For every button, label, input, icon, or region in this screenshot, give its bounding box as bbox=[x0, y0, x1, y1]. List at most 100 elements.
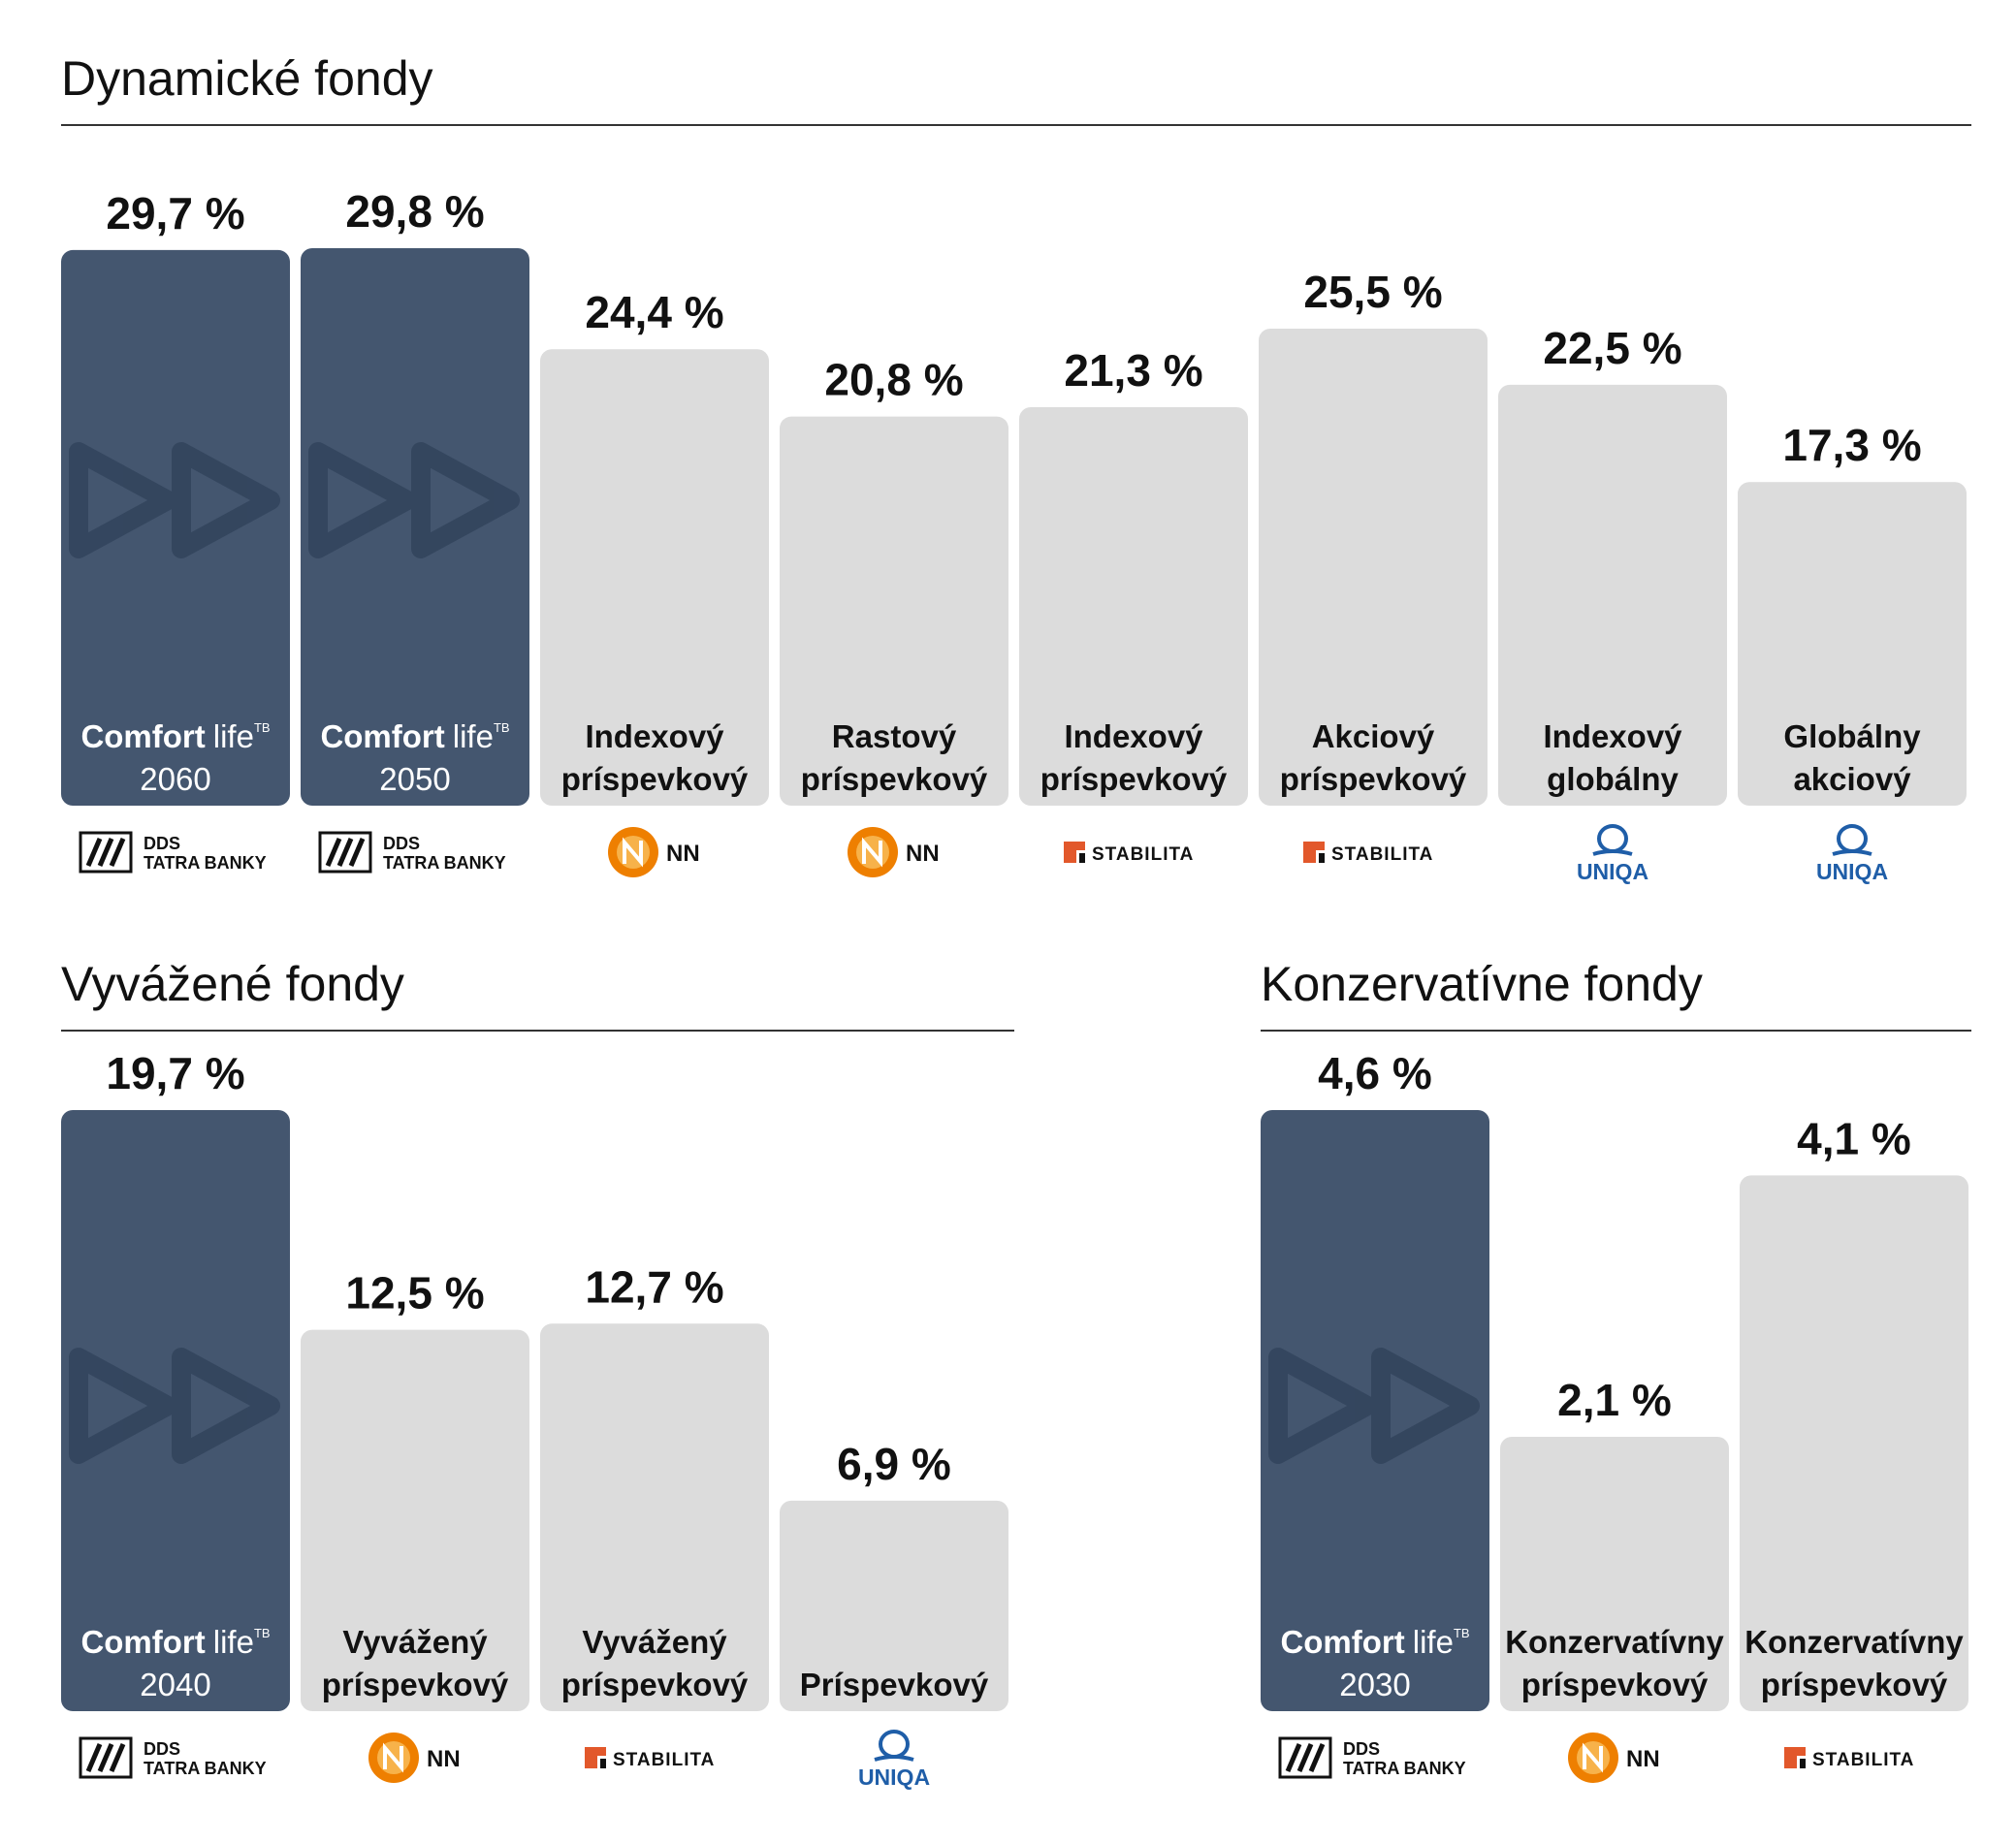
nn-logo: NN bbox=[368, 1733, 461, 1783]
bar-group: 24,4 % Indexový príspevkový NN bbox=[540, 287, 769, 877]
stabilita-icon-block bbox=[600, 1759, 606, 1768]
stripe-mark bbox=[336, 838, 354, 867]
fund-name-main: Comfort bbox=[1280, 1624, 1404, 1660]
nn-n-mark bbox=[862, 837, 882, 868]
section-conservative: Konzervatívne fondy 4,6 % Comfort lifeTB 20… bbox=[1261, 960, 1971, 1813]
logo-text: NN bbox=[1626, 1746, 1660, 1772]
value-label: 25,5 % bbox=[1303, 267, 1442, 317]
stripe-mark bbox=[97, 1743, 114, 1772]
logo-line1: DDS bbox=[144, 834, 180, 853]
bar-group: 4,1 % Konzervatívny príspevkový STABILITA bbox=[1740, 1113, 1968, 1770]
bar-group: 6,9 % Príspevkový UNIQA bbox=[780, 1439, 1008, 1790]
stabilita-logo: STABILITA bbox=[1064, 842, 1193, 865]
fund-name-line1: Comfort lifeTB bbox=[80, 1624, 270, 1660]
bar bbox=[1498, 384, 1727, 806]
section-dynamic: Dynamické fondy 29,7 % Comfort lifeTB 2060 D… bbox=[61, 54, 1971, 907]
bar bbox=[301, 1329, 529, 1711]
arrow-motif-icon bbox=[1268, 1348, 1480, 1464]
logo-text: UNIQA bbox=[858, 1765, 930, 1790]
uniqa-logo: UNIQA bbox=[858, 1730, 930, 1790]
fund-name-line1: Akciový bbox=[1312, 718, 1435, 754]
fund-name-main: Konzervatívny bbox=[1505, 1624, 1724, 1660]
fund-name-main: Konzervatívny bbox=[1744, 1624, 1964, 1660]
bar-group: 2,1 % Konzervatívny príspevkový NN bbox=[1500, 1375, 1729, 1783]
fund-name-main: Akciový bbox=[1312, 718, 1435, 754]
stabilita-logo: STABILITA bbox=[585, 1747, 715, 1770]
bar bbox=[780, 416, 1008, 806]
value-label: 29,8 % bbox=[345, 186, 484, 237]
bar bbox=[780, 1500, 1008, 1711]
logo-line1: DDS bbox=[1343, 1739, 1380, 1759]
fund-name-line1: Indexový bbox=[1064, 718, 1203, 754]
stripe-mark bbox=[85, 838, 103, 867]
logo-line2: TATRA BANKY bbox=[1343, 1759, 1466, 1778]
stripe-mark bbox=[325, 838, 342, 867]
fund-name-main: Globálny bbox=[1783, 718, 1921, 754]
logo-text: NN bbox=[906, 841, 940, 867]
uniqa-swoosh bbox=[1592, 849, 1633, 856]
logo-text: STABILITA bbox=[613, 1750, 715, 1770]
section-divider bbox=[1261, 1030, 1971, 1032]
uniqa-q-icon bbox=[1837, 824, 1868, 853]
bar bbox=[1259, 328, 1488, 806]
fund-name-line1: Globálny bbox=[1783, 718, 1921, 754]
fund-name-main: Vyvážený bbox=[582, 1624, 727, 1660]
logo-text: STABILITA bbox=[1812, 1750, 1914, 1770]
logo-line2: TATRA BANKY bbox=[383, 853, 506, 873]
fund-name-main: Rastový bbox=[832, 718, 957, 754]
fund-name-line2: príspevkový bbox=[322, 1667, 509, 1702]
fund-name-line1: Vyvážený bbox=[342, 1624, 488, 1660]
value-label: 12,7 % bbox=[585, 1261, 723, 1312]
uniqa-q-icon bbox=[1597, 824, 1628, 853]
arrow-motif-icon bbox=[69, 442, 280, 558]
bar-group: 12,7 % Vyvážený príspevkový STABILITA bbox=[540, 1261, 769, 1770]
fund-name-line2: globálny bbox=[1547, 761, 1679, 797]
fund-name-line2: akciový bbox=[1793, 761, 1911, 797]
fund-name-line2: 2050 bbox=[379, 761, 450, 797]
section-title: Dynamické fondy bbox=[61, 51, 433, 106]
fund-name-line1: Indexový bbox=[1543, 718, 1682, 754]
bar-group: 20,8 % Rastový príspevkový NN bbox=[780, 355, 1008, 877]
fund-name-main: Indexový bbox=[1064, 718, 1203, 754]
logo-text: NN bbox=[427, 1746, 461, 1772]
fund-name-line1: Vyvážený bbox=[582, 1624, 727, 1660]
fund-name-line2: 2040 bbox=[140, 1667, 210, 1702]
bar bbox=[540, 349, 769, 806]
fund-name-main: Vyvážený bbox=[342, 1624, 488, 1660]
fund-name-line2: 2060 bbox=[140, 761, 210, 797]
fund-name-line2: 2030 bbox=[1339, 1667, 1410, 1702]
value-label: 22,5 % bbox=[1543, 323, 1681, 373]
fund-name-line1: Comfort lifeTB bbox=[80, 718, 270, 754]
logo-line1: DDS bbox=[383, 834, 420, 853]
uniqa-swoosh bbox=[874, 1755, 914, 1762]
fund-name-main: Comfort bbox=[80, 1624, 205, 1660]
bar bbox=[540, 1323, 769, 1711]
uniqa-logo: UNIQA bbox=[1577, 824, 1648, 884]
nn-n-mark bbox=[623, 837, 643, 868]
value-label: 20,8 % bbox=[824, 355, 963, 405]
value-label: 6,9 % bbox=[837, 1439, 951, 1489]
value-label: 24,4 % bbox=[585, 287, 723, 337]
section-title: Konzervatívne fondy bbox=[1261, 957, 1703, 1011]
stabilita-logo: STABILITA bbox=[1784, 1747, 1914, 1770]
arrow-motif-icon bbox=[308, 442, 520, 558]
nn-n-mark bbox=[1583, 1742, 1603, 1773]
logo-text: NN bbox=[666, 841, 700, 867]
stripe-mark bbox=[1296, 1743, 1314, 1772]
value-label: 4,1 % bbox=[1797, 1113, 1911, 1163]
section-divider bbox=[61, 124, 1971, 126]
fund-name-line2: príspevkový bbox=[801, 761, 988, 797]
logo-line2: TATRA BANKY bbox=[144, 1759, 267, 1778]
tatra-banka-icon bbox=[79, 1736, 133, 1779]
uniqa-swoosh bbox=[1832, 849, 1872, 856]
fund-name-line2: príspevkový bbox=[561, 761, 749, 797]
logo-line2: TATRA BANKY bbox=[144, 853, 267, 873]
bar-group: 25,5 % Akciový príspevkový STABILITA bbox=[1259, 267, 1488, 865]
stripe-mark bbox=[109, 1743, 126, 1772]
value-label: 17,3 % bbox=[1782, 420, 1921, 470]
